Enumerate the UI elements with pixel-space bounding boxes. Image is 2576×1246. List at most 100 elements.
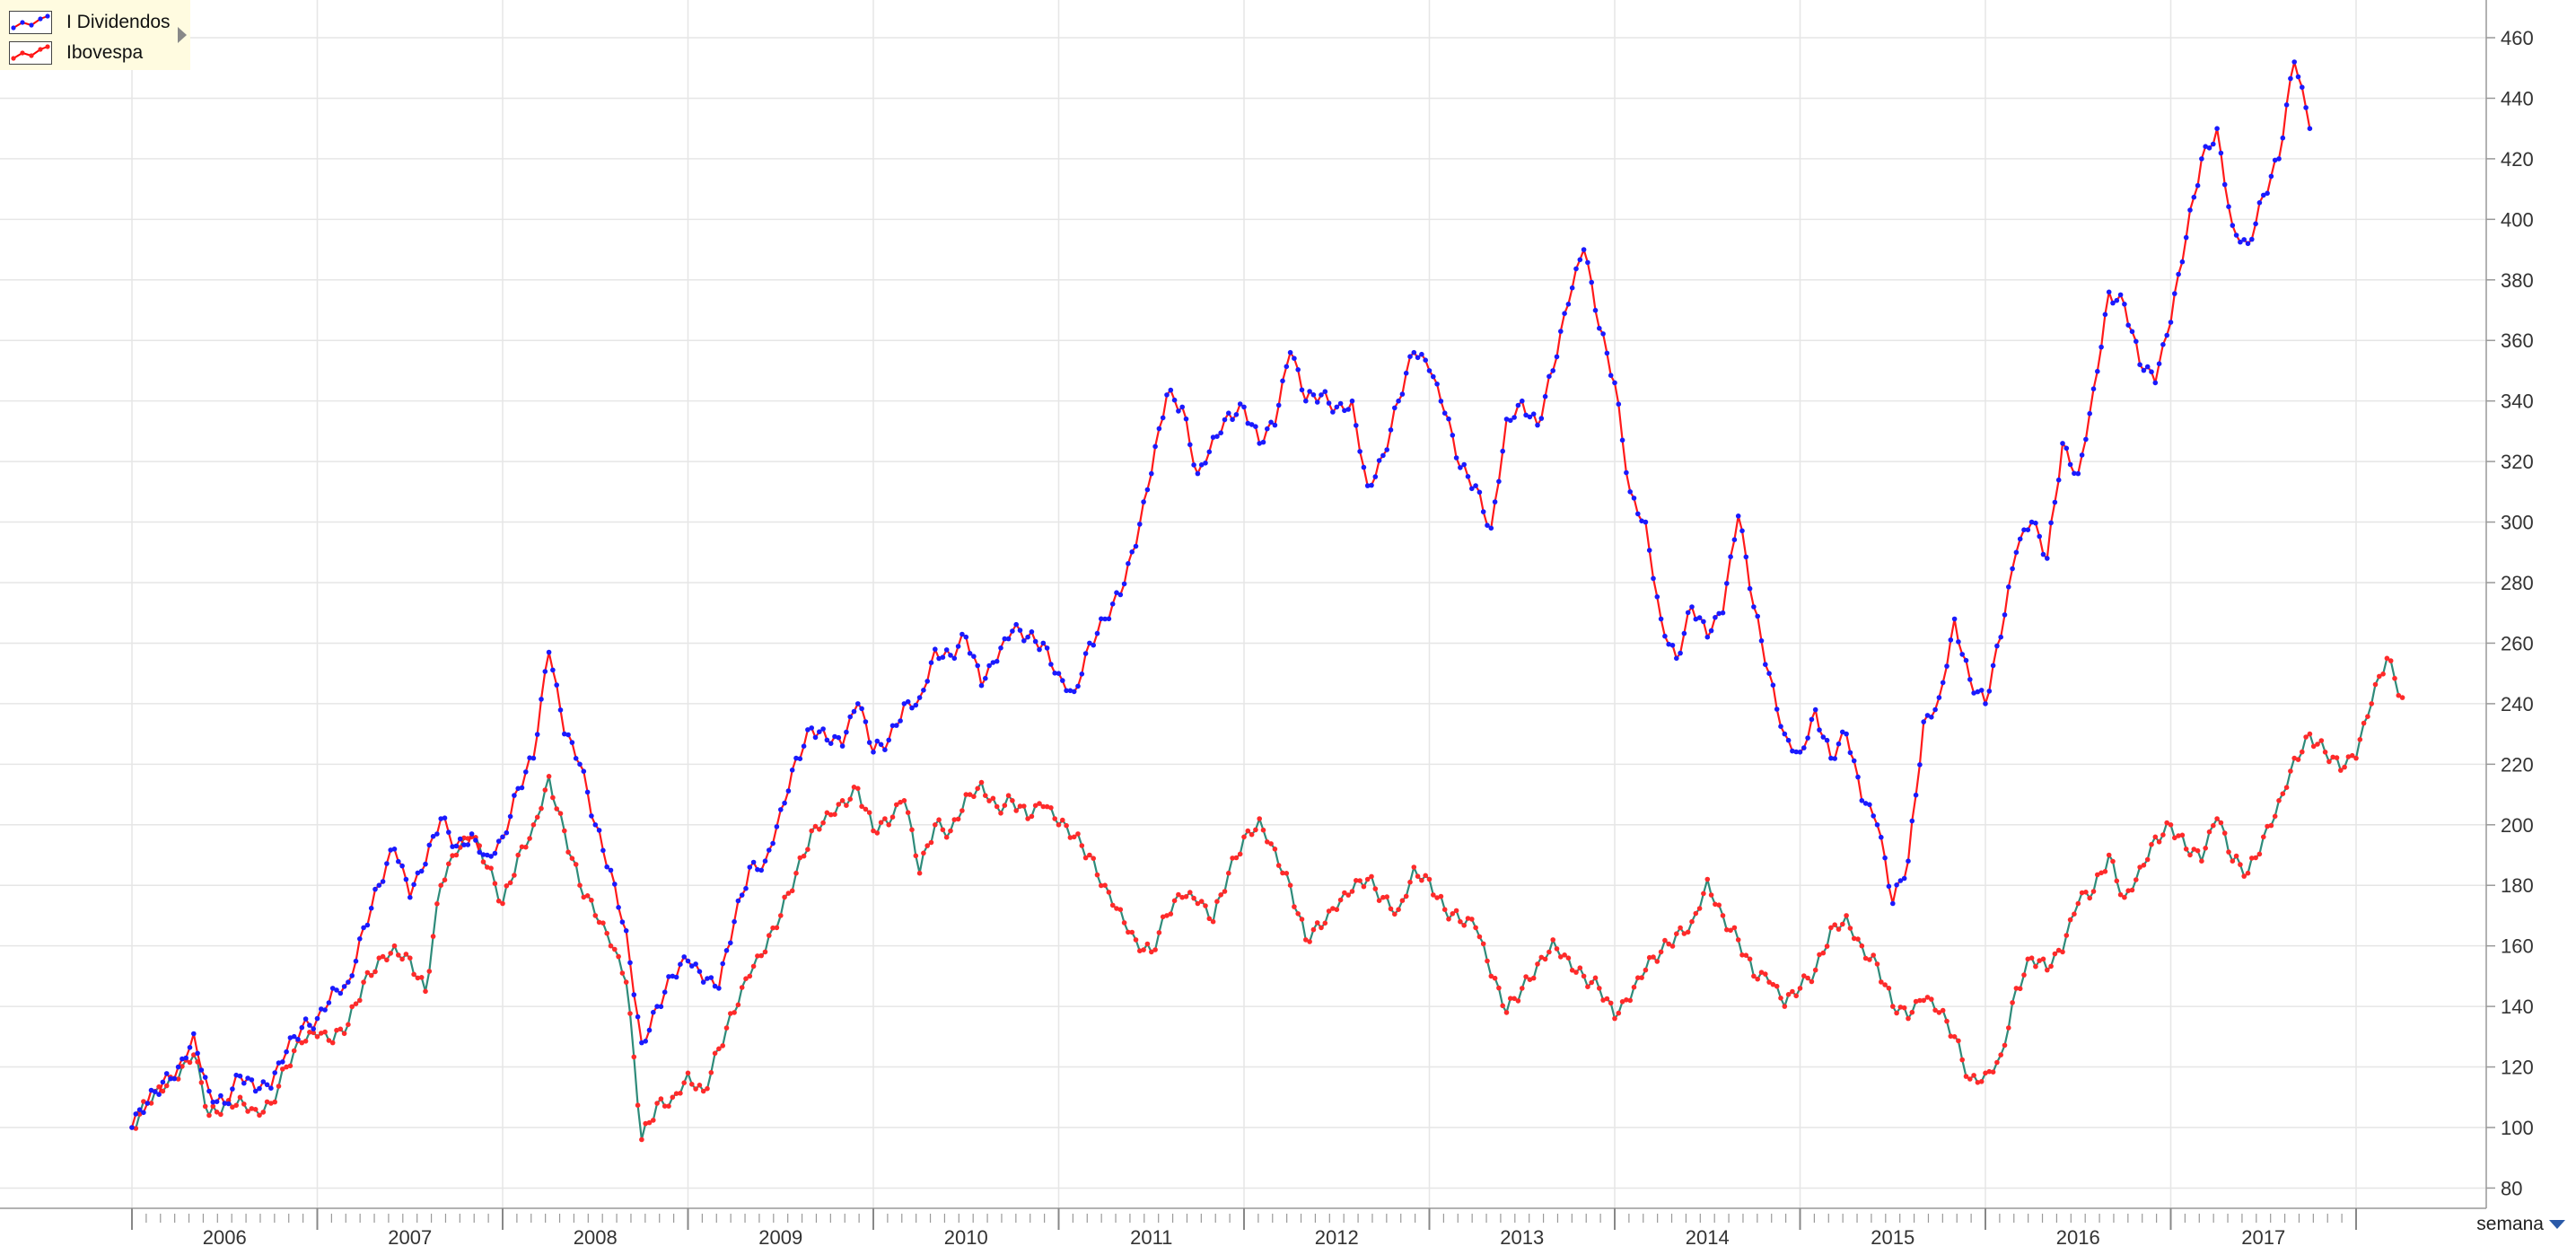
data-point-ibovespa [824, 810, 830, 816]
data-point-i-dividendos [990, 660, 996, 665]
data-point-ibovespa [2055, 947, 2062, 953]
data-point-ibovespa [136, 1111, 143, 1117]
x-tick-label-2008: 2008 [574, 1226, 618, 1246]
data-point-i-dividendos [1434, 382, 1440, 387]
data-point-ibovespa [1612, 1015, 1617, 1022]
data-point-i-dividendos [1133, 543, 1139, 549]
data-point-i-dividendos [916, 695, 923, 700]
data-point-i-dividendos [488, 854, 494, 859]
data-point-i-dividendos [2072, 470, 2077, 477]
data-point-i-dividendos [295, 1037, 301, 1042]
x-tick-label-2014: 2014 [1686, 1226, 1730, 1246]
data-point-i-dividendos [2272, 157, 2278, 163]
y-tick-label-320: 320 [2501, 451, 2534, 473]
data-point-i-dividendos [2055, 477, 2062, 483]
data-point-i-dividendos [260, 1079, 267, 1084]
data-point-i-dividendos [403, 876, 409, 882]
data-point-ibovespa [1739, 952, 1745, 958]
period-selector[interactable]: semana [2476, 1214, 2565, 1235]
data-point-ibovespa [1535, 961, 1540, 967]
data-point-i-dividendos [1932, 706, 1938, 713]
data-point-i-dividendos [1844, 731, 1849, 737]
data-point-i-dividendos [1666, 641, 1671, 647]
data-point-i-dividendos [341, 984, 347, 989]
legend-item-i-dividendos[interactable]: I Dividendos [9, 9, 171, 36]
data-point-ibovespa [2226, 849, 2231, 855]
data-point-ibovespa [600, 920, 606, 926]
data-point-ibovespa [921, 850, 926, 856]
data-point-i-dividendos [446, 829, 451, 835]
data-point-ibovespa [1044, 803, 1050, 810]
data-point-ibovespa [1797, 986, 1803, 991]
data-point-i-dividendos [252, 1088, 258, 1094]
data-point-ibovespa [2300, 749, 2305, 755]
data-point-i-dividendos [2168, 320, 2174, 325]
data-point-ibovespa [2168, 822, 2174, 828]
x-tick-label-2016: 2016 [2056, 1226, 2100, 1246]
data-point-i-dividendos [809, 725, 814, 731]
data-point-i-dividendos [1812, 706, 1818, 713]
data-point-ibovespa [990, 795, 996, 802]
data-point-ibovespa [573, 862, 579, 867]
data-point-ibovespa [673, 1091, 679, 1096]
legend-expand-arrow-icon[interactable] [178, 27, 187, 43]
data-point-ibovespa [512, 873, 517, 878]
data-point-ibovespa [1859, 943, 1865, 949]
data-point-ibovespa [697, 1083, 703, 1088]
data-point-ibovespa [1164, 913, 1170, 918]
y-tick-label-80: 80 [2501, 1177, 2522, 1199]
data-point-ibovespa [1218, 892, 1223, 898]
data-point-ibovespa [1407, 879, 1413, 885]
data-point-i-dividendos [1299, 387, 1305, 393]
data-point-ibovespa [519, 844, 525, 850]
data-point-ibovespa [1160, 914, 1166, 920]
data-point-ibovespa [1520, 986, 1525, 991]
data-point-ibovespa [1713, 901, 1718, 908]
data-point-ibovespa [341, 1031, 347, 1037]
data-point-ibovespa [442, 877, 448, 882]
data-point-i-dividendos [1909, 818, 1915, 824]
data-point-ibovespa [1589, 979, 1594, 986]
data-point-ibovespa [812, 823, 819, 829]
data-point-ibovespa [2183, 847, 2189, 852]
legend-item-ibovespa[interactable]: Ibovespa [9, 39, 143, 66]
data-point-ibovespa [998, 811, 1003, 816]
data-point-i-dividendos [1458, 465, 1463, 470]
data-point-i-dividendos [889, 723, 896, 729]
data-point-i-dividendos [2114, 297, 2120, 303]
data-point-i-dividendos [866, 740, 872, 745]
data-point-i-dividendos [732, 918, 737, 925]
data-point-ibovespa [1453, 908, 1459, 914]
data-point-i-dividendos [1396, 398, 1401, 404]
data-point-i-dividendos [198, 1067, 205, 1073]
data-point-i-dividendos [1728, 554, 1733, 559]
data-point-i-dividendos [1168, 387, 1174, 393]
legend-swatch-i-dividendos [9, 11, 52, 34]
data-point-ibovespa [1577, 965, 1583, 970]
data-point-ibovespa [2380, 671, 2386, 677]
data-point-i-dividendos [1871, 813, 1876, 819]
data-point-ibovespa [616, 953, 621, 960]
data-point-ibovespa [1963, 1074, 1969, 1079]
series-layer [129, 59, 2405, 1143]
data-point-i-dividendos [1450, 433, 1456, 438]
data-point-ibovespa [230, 1104, 235, 1110]
data-point-ibovespa [700, 1088, 706, 1094]
data-point-ibovespa [187, 1059, 193, 1066]
data-point-ibovespa [1319, 925, 1324, 931]
data-point-ibovespa [565, 849, 571, 855]
data-point-i-dividendos [855, 701, 861, 706]
data-point-ibovespa [1067, 835, 1073, 840]
data-point-ibovespa [720, 1043, 725, 1049]
data-point-i-dividendos [959, 631, 965, 637]
data-point-ibovespa [1010, 798, 1015, 803]
data-point-ibovespa [191, 1052, 197, 1057]
data-point-i-dividendos [924, 679, 930, 684]
data-point-ibovespa [500, 900, 505, 907]
data-point-ibovespa [1334, 907, 1340, 912]
data-point-ibovespa [1260, 827, 1266, 833]
data-point-ibovespa [1149, 949, 1154, 955]
data-point-i-dividendos [1894, 882, 1899, 888]
data-point-ibovespa [2214, 816, 2220, 821]
data-point-ibovespa [2199, 858, 2204, 864]
